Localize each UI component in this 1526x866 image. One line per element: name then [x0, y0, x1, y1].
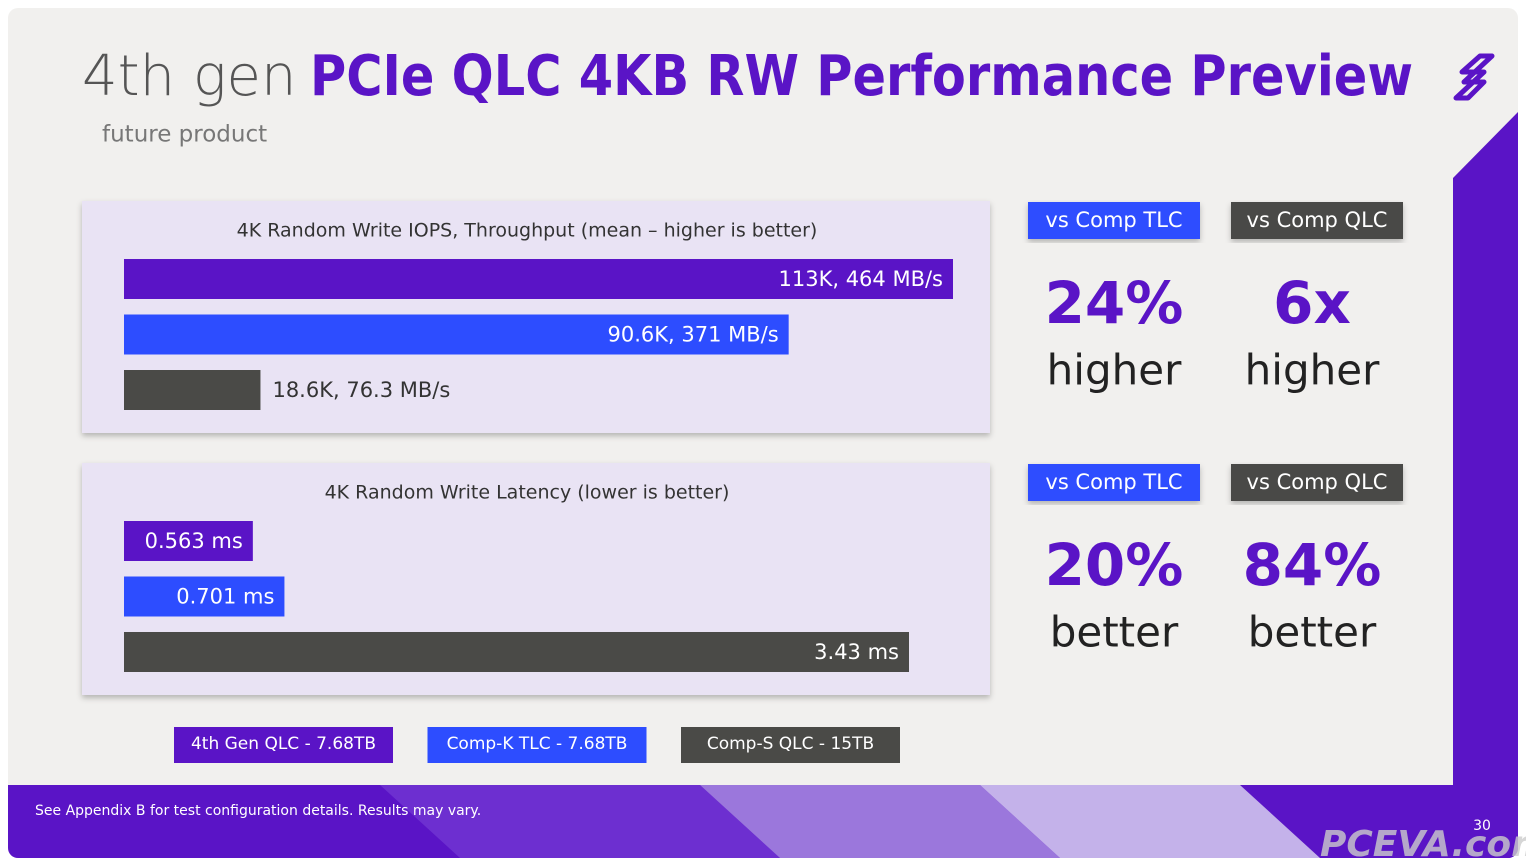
bar: [124, 632, 909, 672]
comparison-text: better: [1050, 608, 1179, 657]
badge: [1231, 464, 1403, 501]
subtitle: future product: [102, 122, 267, 148]
bar-label: 113K, 464 MB/s: [778, 267, 943, 291]
footnote: See Appendix B for test configuration de…: [35, 803, 481, 819]
bar-label: 18.6K, 76.3 MB/s: [272, 378, 450, 402]
bar-label: 90.6K, 371 MB/s: [607, 323, 778, 347]
legend-swatch: [427, 727, 647, 763]
legend-label: 4th Gen QLC - 7.68TB: [191, 734, 376, 754]
legend-swatch: [174, 727, 393, 763]
bar: [124, 370, 261, 410]
bar-label: 3.43 ms: [814, 640, 899, 664]
comparison-value: 20%: [1045, 531, 1184, 599]
badge-label: vs Comp QLC: [1247, 470, 1388, 494]
bar-label: 0.701 ms: [176, 585, 274, 609]
page-number: 30: [1473, 818, 1491, 834]
chart-title: 4K Random Write IOPS, Throughput (mean –…: [237, 220, 818, 242]
comparison-text: better: [1248, 608, 1377, 657]
bar: [124, 314, 789, 355]
bar: [124, 521, 253, 561]
legend-swatch: [681, 727, 900, 763]
title-bold: PCIe QLC 4KB RW Performance Preview: [310, 44, 1413, 109]
comparison-text: higher: [1047, 346, 1182, 395]
comparison-value: 84%: [1243, 531, 1382, 599]
badge-label: vs Comp TLC: [1045, 208, 1182, 232]
comparison-value: 24%: [1045, 269, 1184, 337]
badge-label: vs Comp QLC: [1247, 208, 1388, 232]
badge: [1028, 202, 1200, 239]
comparison-value: 6x: [1273, 269, 1351, 337]
legend-label: Comp-S QLC - 15TB: [707, 734, 874, 754]
badge: [1231, 202, 1403, 239]
comparison-text: higher: [1245, 346, 1380, 395]
bar: [124, 259, 953, 299]
bar-label: 0.563 ms: [145, 529, 243, 553]
logo: [1453, 53, 1495, 101]
bar: [124, 576, 285, 617]
title: 4th gen PCIe QLC 4KB RW Performance Prev…: [82, 44, 1413, 109]
chart-title: 4K Random Write Latency (lower is better…: [325, 482, 730, 504]
badge: [1028, 464, 1200, 501]
title-light: 4th gen: [82, 44, 296, 109]
watermark: PCEVA.com.cn: [1320, 824, 1526, 865]
badge-label: vs Comp TLC: [1045, 470, 1182, 494]
legend-label: Comp-K TLC - 7.68TB: [447, 734, 628, 754]
